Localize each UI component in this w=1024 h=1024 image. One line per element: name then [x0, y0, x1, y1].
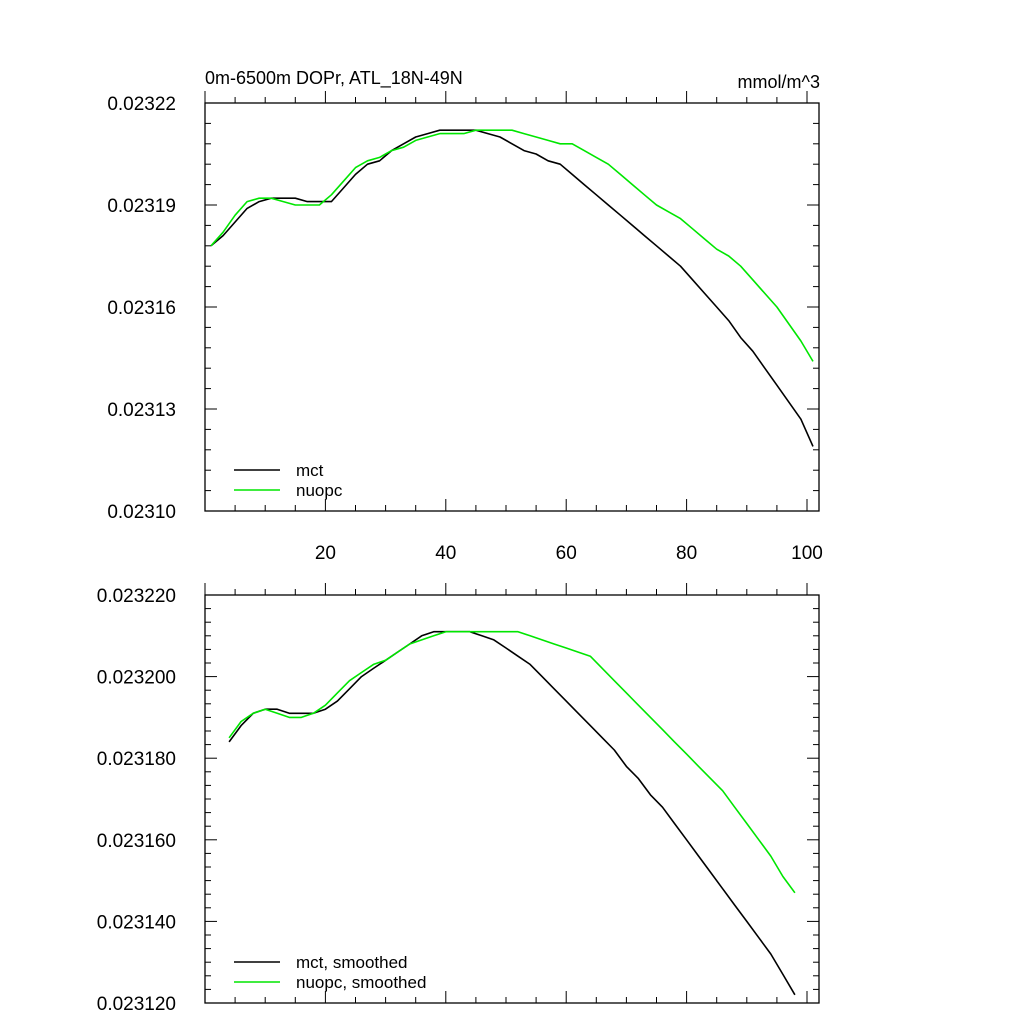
x-tick-label: 100 — [791, 543, 823, 564]
x-tick-label: 80 — [676, 543, 697, 564]
top-panel: 0m-6500m DOPr, ATL_18N-49N mmol/m^3 20 40… — [107, 68, 823, 564]
bottom-panel: 0.023120 0.023140 0.023160 0.023180 0.023200… — [97, 583, 820, 1015]
y-tick-label: 0.023200 — [97, 668, 176, 689]
legend-label: mct — [296, 461, 324, 480]
plot-frame — [204, 594, 820, 1004]
series-line-nuopc — [210, 129, 814, 362]
y-tick-label: 0.023160 — [97, 831, 176, 852]
y-tick-label: 0.023140 — [97, 912, 176, 933]
y-tick-label: 0.02313 — [107, 400, 176, 421]
series-line-nuopc-smoothed — [228, 630, 796, 894]
series-line-mct — [210, 129, 814, 447]
plot-frame — [204, 102, 820, 512]
y-tick-label: 0.023180 — [97, 749, 176, 770]
y-tick-label: 0.02310 — [107, 502, 176, 523]
legend-label: nuopc — [296, 481, 343, 500]
x-tick-label: 60 — [556, 543, 577, 564]
legend-label: mct, smoothed — [296, 953, 408, 972]
legend-label: nuopc, smoothed — [296, 973, 426, 992]
chart-title: 0m-6500m DOPr, ATL_18N-49N — [205, 68, 463, 89]
y-tick-label: 0.023120 — [97, 994, 176, 1015]
y-tick-label: 0.02322 — [107, 94, 176, 115]
y-tick-label: 0.02316 — [107, 298, 176, 319]
y-tick-label: 0.023220 — [97, 586, 176, 607]
units-label: mmol/m^3 — [738, 72, 820, 92]
x-tick-label: 20 — [315, 543, 336, 564]
y-tick-label: 0.02319 — [107, 196, 176, 217]
x-tick-label: 40 — [435, 543, 456, 564]
series-line-mct-smoothed — [228, 630, 796, 996]
